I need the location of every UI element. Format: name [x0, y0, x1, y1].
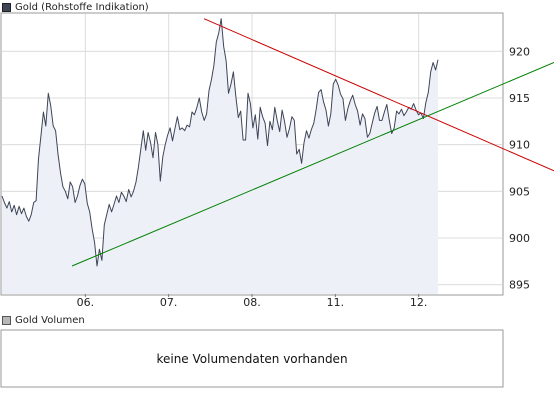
volume-legend: Gold Volumen	[2, 314, 85, 326]
volume-legend-swatch	[2, 315, 11, 325]
y-axis-ticks: 895 900 905 910 915 920	[509, 45, 530, 291]
y-tick-label: 920	[509, 45, 530, 58]
y-tick-label: 910	[509, 139, 530, 152]
price-area-fill	[2, 18, 438, 294]
y-tick-label: 895	[509, 279, 530, 292]
x-axis-ticks: 06. 07. 08. 11. 12.	[77, 294, 428, 309]
price-legend-label: Gold (Rohstoffe Indikation)	[15, 1, 149, 13]
x-tick-label: 07.	[160, 296, 178, 309]
volume-no-data-message: keine Volumendaten vorhanden	[156, 351, 348, 366]
price-area	[2, 18, 438, 294]
x-tick-label: 11.	[327, 296, 345, 309]
x-tick-label: 06.	[77, 296, 95, 309]
y-tick-label: 915	[509, 92, 530, 105]
y-tick-label: 900	[509, 232, 530, 245]
trendlines	[71, 18, 554, 267]
x-tick-label: 12.	[410, 296, 428, 309]
price-legend-swatch	[2, 2, 11, 12]
x-tick-label: 08.	[243, 296, 261, 309]
volume-legend-label: Gold Volumen	[15, 314, 85, 326]
support-trendline	[71, 62, 554, 267]
price-legend: Gold (Rohstoffe Indikation)	[2, 1, 149, 13]
volume-frame	[0, 329, 504, 388]
y-tick-label: 905	[509, 185, 530, 198]
resistance-trendline	[203, 18, 554, 172]
